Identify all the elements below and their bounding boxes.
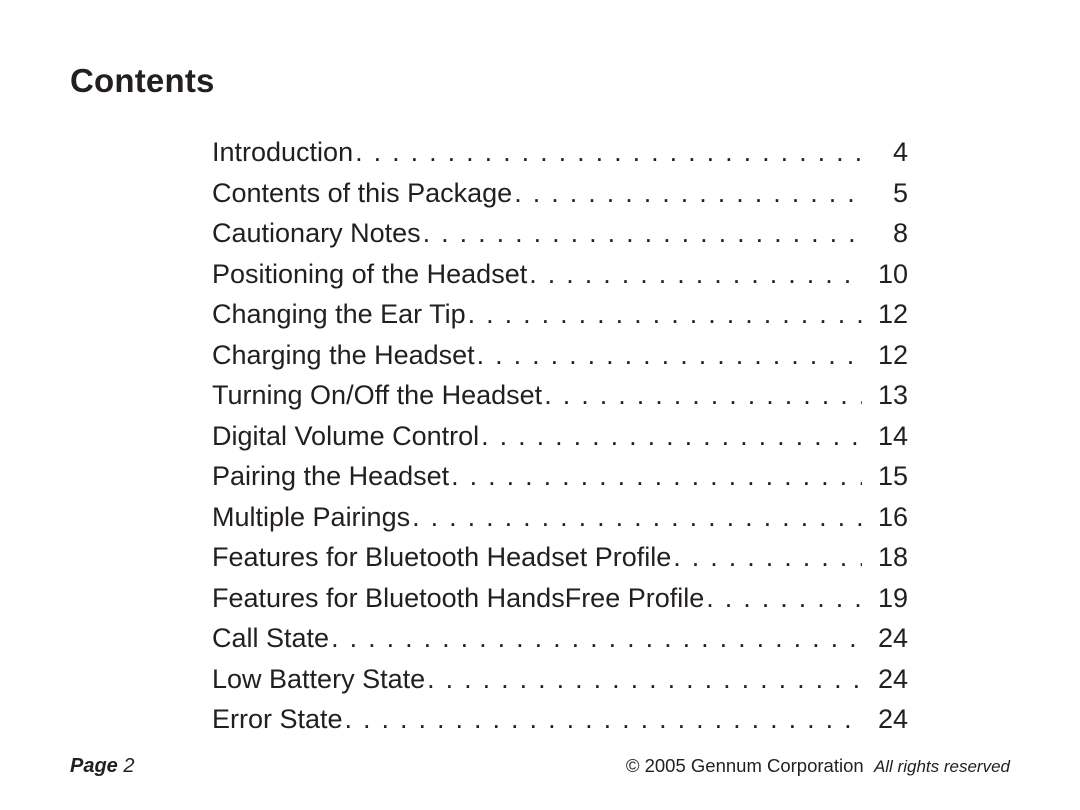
toc-entry-page: 13	[862, 375, 908, 416]
toc-entry-label: Features for Bluetooth Headset Profile	[212, 537, 671, 578]
toc-entry: Multiple Pairings 16	[212, 497, 908, 538]
toc-entry-page: 24	[862, 699, 908, 740]
toc-entry: Introduction 4	[212, 132, 908, 173]
footer-copyright: © 2005 Gennum Corporation All rights res…	[626, 755, 1010, 777]
dot-leader	[479, 416, 862, 457]
toc-entry-label: Changing the Ear Tip	[212, 294, 466, 335]
toc-entry-page: 15	[862, 456, 908, 497]
toc-entry: Cautionary Notes 8	[212, 213, 908, 254]
toc-entry-label: Features for Bluetooth HandsFree Profile	[212, 578, 704, 619]
copyright-text: © 2005 Gennum Corporation	[626, 755, 864, 776]
dot-leader	[527, 254, 862, 295]
dot-leader	[353, 132, 862, 173]
dot-leader	[475, 335, 862, 376]
dot-leader	[329, 618, 862, 659]
dot-leader	[410, 497, 862, 538]
toc-entry-page: 24	[862, 618, 908, 659]
toc-entry-label: Call State	[212, 618, 329, 659]
toc-entry: Low Battery State 24	[212, 659, 908, 700]
toc-entry-page: 12	[862, 294, 908, 335]
dot-leader	[343, 699, 862, 740]
page-title: Contents	[70, 62, 1010, 100]
toc-entry: Contents of this Package 5	[212, 173, 908, 214]
toc-entry-page: 16	[862, 497, 908, 538]
toc-entry: Features for Bluetooth HandsFree Profile…	[212, 578, 908, 619]
dot-leader	[542, 375, 862, 416]
toc-entry-page: 12	[862, 335, 908, 376]
dot-leader	[512, 173, 862, 214]
rights-text: All rights reserved	[874, 757, 1010, 776]
toc-entry-page: 24	[862, 659, 908, 700]
toc-entry: Charging the Headset 12	[212, 335, 908, 376]
toc-entry-label: Cautionary Notes	[212, 213, 421, 254]
toc-entry-label: Low Battery State	[212, 659, 425, 700]
toc-entry-label: Introduction	[212, 132, 353, 173]
toc-entry: Digital Volume Control 14	[212, 416, 908, 457]
toc-entry-label: Positioning of the Headset	[212, 254, 527, 295]
dot-leader	[425, 659, 862, 700]
footer-page-word: Page	[70, 755, 118, 777]
dot-leader	[449, 456, 862, 497]
toc-entry: Features for Bluetooth Headset Profile 1…	[212, 537, 908, 578]
page-footer: Page 2 © 2005 Gennum Corporation All rig…	[70, 755, 1010, 778]
toc-entry-page: 8	[862, 213, 908, 254]
toc-entry-page: 4	[862, 132, 908, 173]
toc-entry-label: Turning On/Off the Headset	[212, 375, 542, 416]
toc-entry-page: 5	[862, 173, 908, 214]
dot-leader	[421, 213, 862, 254]
toc-entry: Positioning of the Headset 10	[212, 254, 908, 295]
toc-entry-label: Contents of this Package	[212, 173, 512, 214]
toc-entry-page: 14	[862, 416, 908, 457]
table-of-contents: Introduction 4 Contents of this Package …	[212, 132, 908, 740]
toc-entry-label: Digital Volume Control	[212, 416, 479, 457]
toc-entry-page: 19	[862, 578, 908, 619]
toc-entry: Error State 24	[212, 699, 908, 740]
document-page: Contents Introduction 4 Contents of this…	[0, 0, 1080, 810]
toc-entry: Changing the Ear Tip 12	[212, 294, 908, 335]
footer-page-indicator: Page 2	[70, 755, 135, 778]
dot-leader	[704, 578, 862, 619]
toc-entry: Call State 24	[212, 618, 908, 659]
dot-leader	[671, 537, 862, 578]
dot-leader	[466, 294, 862, 335]
toc-entry-page: 18	[862, 537, 908, 578]
toc-entry: Pairing the Headset 15	[212, 456, 908, 497]
toc-entry-label: Multiple Pairings	[212, 497, 410, 538]
toc-entry: Turning On/Off the Headset 13	[212, 375, 908, 416]
footer-page-number: 2	[123, 755, 134, 777]
toc-entry-label: Error State	[212, 699, 343, 740]
toc-entry-label: Pairing the Headset	[212, 456, 449, 497]
toc-entry-page: 10	[862, 254, 908, 295]
toc-entry-label: Charging the Headset	[212, 335, 475, 376]
